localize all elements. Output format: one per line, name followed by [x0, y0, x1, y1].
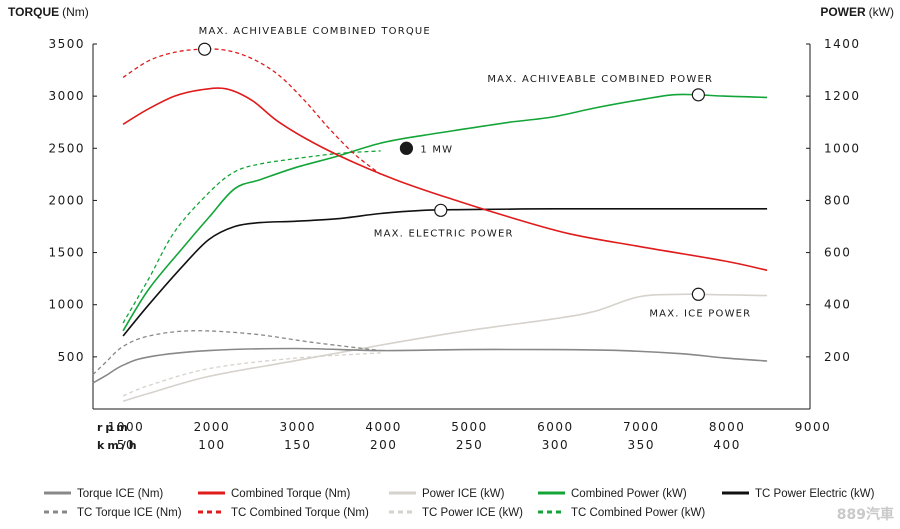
left-tick-label: 1500	[48, 246, 85, 260]
annotation-marker	[399, 141, 414, 155]
speed-tick-label: 250	[456, 438, 483, 452]
legend-label: TC Torque ICE (Nm)	[77, 507, 182, 519]
right-tick-label: 1400	[824, 37, 861, 51]
watermark-logo: 889汽車	[837, 506, 894, 523]
right-axis-ticks: 200 400 600 800 1000 1200 1400	[806, 37, 861, 364]
series-line-combined-power-kw	[122, 93, 768, 332]
annotation-label: MAX. ICE POWER	[649, 308, 751, 319]
speed-tick-label: 350	[628, 438, 655, 452]
annotation-marker	[434, 203, 448, 217]
right-tick-label: 800	[824, 193, 851, 207]
x-axis-ticks: 1000 2000 3000 4000 5000 6000 7000 8000 9000 50 10…	[108, 420, 832, 452]
series-line-tc-torque-ice-nm	[92, 330, 381, 376]
legend-label: TC Power ICE (kW)	[422, 507, 523, 519]
annotation-marker	[691, 88, 705, 102]
legend-label: TC Combined Power (kW)	[571, 507, 705, 519]
left-axis-title: TORQUE (Nm)	[8, 5, 89, 19]
legend-label: TC Combined Torque (Nm)	[231, 507, 369, 519]
rpm-tick-label: 4000	[365, 420, 402, 434]
annotation-label: MAX. ACHIVEABLE COMBINED TORQUE	[199, 26, 431, 37]
series-line-tc-combined-power-kw	[122, 150, 381, 324]
rpm-tick-label: 8000	[709, 420, 746, 434]
left-tick-label: 3500	[48, 37, 85, 51]
right-tick-label: 1000	[824, 141, 861, 155]
legend-label: Combined Torque (Nm)	[231, 488, 350, 500]
rpm-tick-label: 3000	[280, 420, 317, 434]
right-axis-title: POWER (kW)	[820, 5, 894, 19]
left-tick-label: 1000	[48, 298, 85, 312]
speed-tick-label: 300	[542, 438, 569, 452]
series-line-combined-torque-nm	[122, 87, 768, 272]
left-tick-label: 2000	[48, 193, 85, 207]
series-line-torque-ice-nm	[92, 347, 768, 384]
left-tick-label: 2500	[48, 141, 85, 155]
right-tick-label: 600	[824, 246, 851, 260]
rpm-tick-label: 2000	[194, 420, 231, 434]
speed-tick-label: 200	[370, 438, 397, 452]
rpm-tick-label: 1000	[108, 420, 145, 434]
series-line-tc-combined-torque-nm	[122, 48, 382, 175]
speed-tick-label: 400	[713, 438, 740, 452]
annotation-label: MAX. ELECTRIC POWER	[374, 228, 514, 239]
legend-label: Power ICE (kW)	[422, 488, 505, 500]
annotations-layer: MAX. ACHIVEABLE COMBINED TORQUE MAX. ACHI…	[198, 26, 751, 319]
annotation-label: 1 MW	[420, 144, 453, 155]
kmh-label: km/h	[97, 439, 140, 452]
left-axis-ticks: 500 1000 1500 2000 2500 3000 3500	[48, 37, 97, 364]
legend: Torque ICE (Nm) TC Torque ICE (Nm) Combine…	[44, 488, 875, 519]
annotation-label: MAX. ACHIVEABLE COMBINED POWER	[487, 74, 713, 85]
legend-label: Torque ICE (Nm)	[77, 488, 163, 500]
series-line-power-ice-kw	[122, 293, 768, 402]
legend-label: Combined Power (kW)	[571, 488, 687, 500]
rpm-tick-label: 7000	[623, 420, 660, 434]
legend-label: TC Power Electric (kW)	[755, 488, 875, 500]
rpm-tick-label: 6000	[537, 420, 574, 434]
left-tick-label: 3000	[48, 89, 85, 103]
series-line-tc-power-ice-kw	[122, 352, 381, 397]
annotation-marker	[198, 42, 212, 56]
speed-tick-label: 50	[117, 438, 135, 452]
right-tick-label: 400	[824, 298, 851, 312]
series-line-tc-power-electric-kw	[122, 207, 768, 337]
right-tick-label: 1200	[824, 89, 861, 103]
annotation-marker	[691, 287, 705, 301]
right-tick-label: 200	[824, 350, 851, 364]
left-tick-label: 500	[58, 350, 85, 364]
speed-tick-label: 100	[198, 438, 225, 452]
rpm-label: rpm	[97, 421, 131, 434]
rpm-tick-label: 9000	[795, 420, 832, 434]
series-layer	[92, 48, 768, 402]
speed-tick-label: 150	[284, 438, 311, 452]
rpm-tick-label: 5000	[451, 420, 488, 434]
